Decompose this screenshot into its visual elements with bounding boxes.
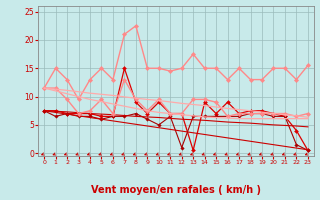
X-axis label: Vent moyen/en rafales ( km/h ): Vent moyen/en rafales ( km/h )	[91, 185, 261, 195]
